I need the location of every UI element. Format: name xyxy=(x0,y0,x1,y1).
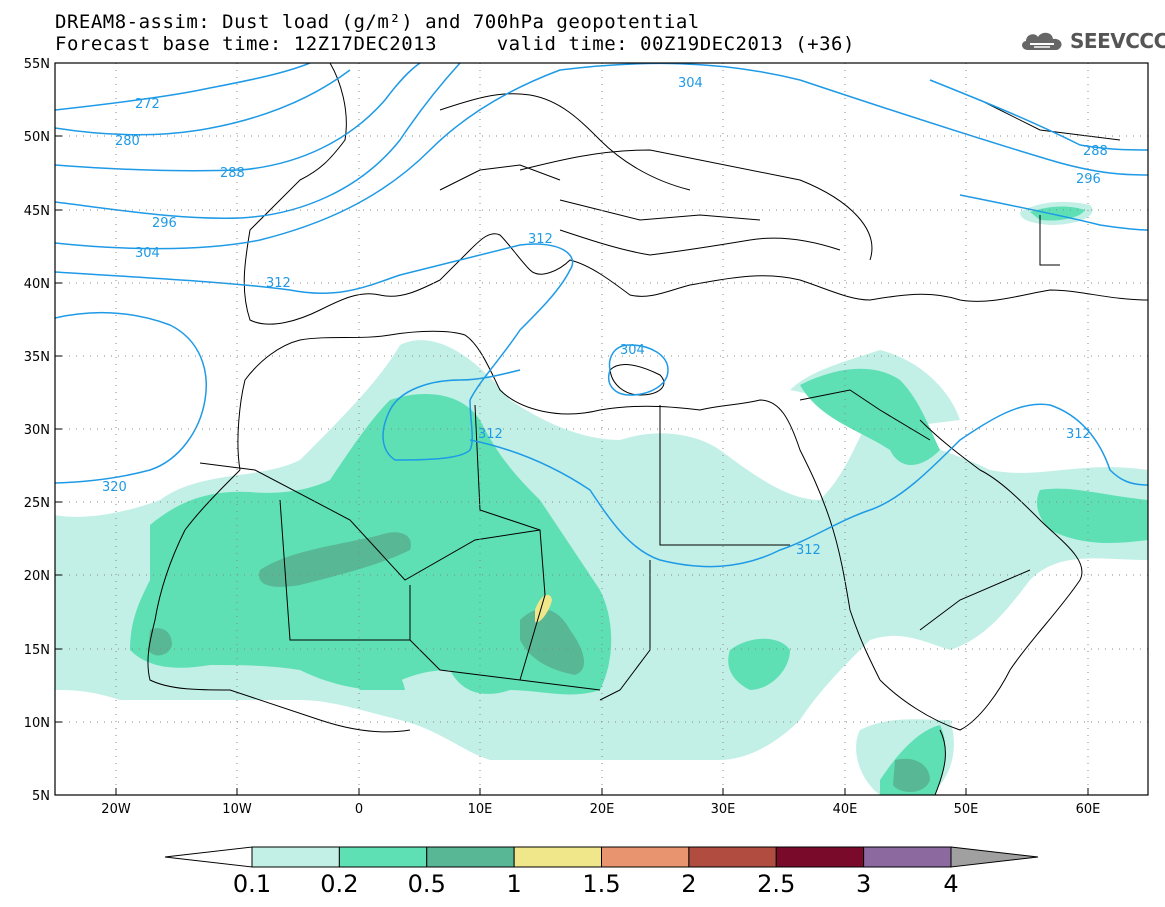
map-title: DREAM8-assim: Dust load (g/m²) and 700hP… xyxy=(55,11,700,33)
logo-text: SEEVCCC xyxy=(1070,29,1165,53)
colorbar-box xyxy=(775,846,865,868)
colorbar-box xyxy=(426,846,515,868)
dust-shading xyxy=(55,201,1148,795)
contour-label: 288 xyxy=(220,166,245,181)
contour-label: 288 xyxy=(1083,144,1108,159)
dust-level-0.2 xyxy=(130,206,1148,795)
colorbar-tick-label: 1 xyxy=(506,870,522,898)
lon-label: 60E xyxy=(1076,802,1101,817)
colorbar-tick-label: 1.5 xyxy=(582,870,621,898)
lat-label: 5N xyxy=(32,789,50,804)
cloud-icon xyxy=(1022,32,1062,50)
colorbar-over-arrow xyxy=(950,846,1039,868)
colorbar-under-arrow xyxy=(164,846,253,868)
contour-label: 280 xyxy=(115,134,140,149)
contour-label: 312 xyxy=(796,543,821,558)
colorbar-box xyxy=(688,846,777,868)
colorbar-tick-label: 3 xyxy=(855,870,872,898)
axis-ticks xyxy=(55,62,1089,795)
lat-label: 35N xyxy=(24,350,50,365)
colorbar-tick-label: 0.2 xyxy=(320,870,359,898)
colorbar-tick-label: 0.5 xyxy=(407,870,446,898)
lon-label: 20W xyxy=(101,802,131,817)
grid-lines xyxy=(55,63,1148,795)
contour-label: 304 xyxy=(135,246,160,261)
lon-label: 40E xyxy=(833,802,858,817)
lat-label: 20N xyxy=(24,569,50,584)
lat-label: 55N xyxy=(24,57,50,72)
lat-label: 10N xyxy=(24,716,50,731)
lon-label: 20E xyxy=(590,802,615,817)
lat-label: 45N xyxy=(24,204,50,219)
longitude-labels: 20W 10W 0 10E 20E 30E 40E 50E 60E xyxy=(101,802,1100,817)
colorbar-tick-label: 4 xyxy=(943,870,959,898)
seevccc-logo: SEEVCCC xyxy=(1018,28,1165,54)
colorbar-tick-label: 2.5 xyxy=(757,870,796,898)
colorbar-box xyxy=(513,846,602,868)
contour-label: 296 xyxy=(1076,172,1101,187)
contour-label: 312 xyxy=(266,276,291,291)
lat-label: 15N xyxy=(24,643,50,658)
lon-label: 10W xyxy=(222,802,252,817)
latitude-labels: 55N 50N 45N 40N 35N 30N 25N 20N 15N 10N … xyxy=(24,57,50,804)
contour-label: 304 xyxy=(620,343,645,358)
lon-label: 30E xyxy=(711,802,736,817)
contour-label: 272 xyxy=(135,97,160,112)
contour-labels: 272 280 288 296 304 312 320 304 312 312 … xyxy=(102,76,1108,558)
contour-label: 320 xyxy=(102,480,127,495)
contour-label: 296 xyxy=(152,216,177,231)
colorbar-tick-label: 2 xyxy=(681,870,697,898)
forecast-time: Forecast base time: 12Z17DEC2013 valid t… xyxy=(55,33,855,55)
lon-label: 10E xyxy=(468,802,493,817)
colorbar-tick-label: 0.1 xyxy=(232,870,272,898)
lat-label: 25N xyxy=(24,496,50,511)
lon-label: 50E xyxy=(954,802,979,817)
contour-label: 304 xyxy=(678,76,703,91)
contour-label: 312 xyxy=(528,232,553,247)
colorbar-box xyxy=(601,846,690,868)
colorbar-box xyxy=(863,846,952,868)
lat-label: 30N xyxy=(24,423,50,438)
lon-label: 0 xyxy=(355,802,363,817)
lat-label: 50N xyxy=(24,130,50,145)
colorbar-box xyxy=(251,846,340,868)
colorbar xyxy=(164,846,1039,868)
geopotential-contours xyxy=(55,63,1148,568)
lat-label: 40N xyxy=(24,277,50,292)
contour-label: 312 xyxy=(1066,427,1091,442)
coastlines xyxy=(147,63,1148,795)
contour-label: 312 xyxy=(478,427,503,442)
colorbar-box xyxy=(338,846,428,868)
